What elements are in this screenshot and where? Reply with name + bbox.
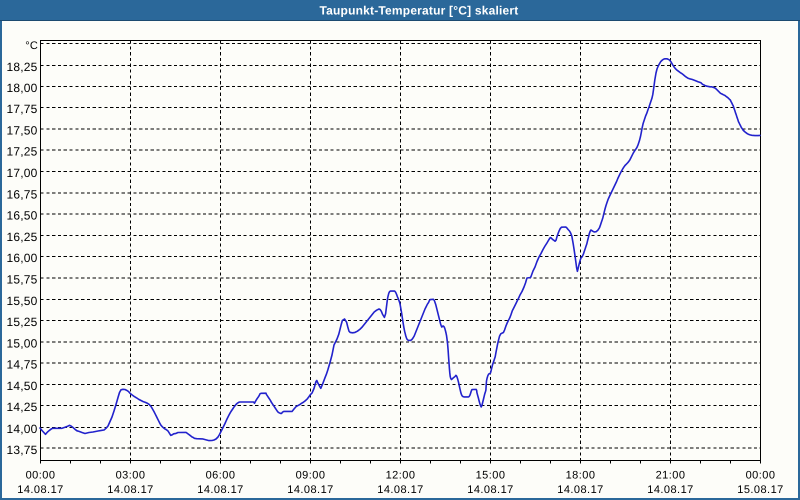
svg-text:15,25: 15,25 (6, 315, 37, 329)
svg-text:16,25: 16,25 (6, 230, 37, 244)
svg-text:15.08.17: 15.08.17 (737, 484, 783, 496)
svg-text:Taupunkt-Temperatur [°C] skali: Taupunkt-Temperatur [°C] skaliert (320, 4, 519, 18)
svg-text:14.08.17: 14.08.17 (467, 484, 513, 496)
svg-text:16,50: 16,50 (6, 209, 37, 223)
svg-text:14,75: 14,75 (6, 358, 37, 372)
svg-text:14.08.17: 14.08.17 (647, 484, 693, 496)
svg-text:21:00: 21:00 (656, 470, 686, 482)
svg-text:15,00: 15,00 (6, 336, 37, 350)
svg-text:14.08.17: 14.08.17 (107, 484, 153, 496)
svg-text:°C: °C (25, 40, 38, 52)
svg-text:15:00: 15:00 (476, 470, 506, 482)
svg-text:14.08.17: 14.08.17 (377, 484, 423, 496)
svg-text:15,50: 15,50 (6, 294, 37, 308)
svg-text:03:00: 03:00 (116, 470, 146, 482)
svg-text:13,75: 13,75 (6, 443, 37, 457)
svg-text:14.08.17: 14.08.17 (197, 484, 243, 496)
svg-text:14.08.17: 14.08.17 (287, 484, 333, 496)
svg-text:16,00: 16,00 (6, 251, 37, 265)
svg-text:14,00: 14,00 (6, 422, 37, 436)
svg-text:18:00: 18:00 (566, 470, 596, 482)
svg-text:17,50: 17,50 (6, 123, 37, 137)
svg-text:09:00: 09:00 (296, 470, 326, 482)
svg-text:00:00: 00:00 (26, 470, 56, 482)
svg-text:00:00: 00:00 (746, 470, 776, 482)
svg-text:17,75: 17,75 (6, 102, 37, 116)
svg-text:12:00: 12:00 (386, 470, 416, 482)
svg-text:14,25: 14,25 (6, 400, 37, 414)
svg-text:16,75: 16,75 (6, 187, 37, 201)
svg-text:14.08.17: 14.08.17 (557, 484, 603, 496)
svg-text:17,00: 17,00 (6, 166, 37, 180)
svg-text:17,25: 17,25 (6, 145, 37, 159)
svg-text:06:00: 06:00 (206, 470, 236, 482)
svg-text:14,50: 14,50 (6, 379, 37, 393)
svg-text:18,25: 18,25 (6, 60, 37, 74)
svg-text:14.08.17: 14.08.17 (17, 484, 63, 496)
svg-text:18,00: 18,00 (6, 81, 37, 95)
svg-text:15,75: 15,75 (6, 273, 37, 287)
